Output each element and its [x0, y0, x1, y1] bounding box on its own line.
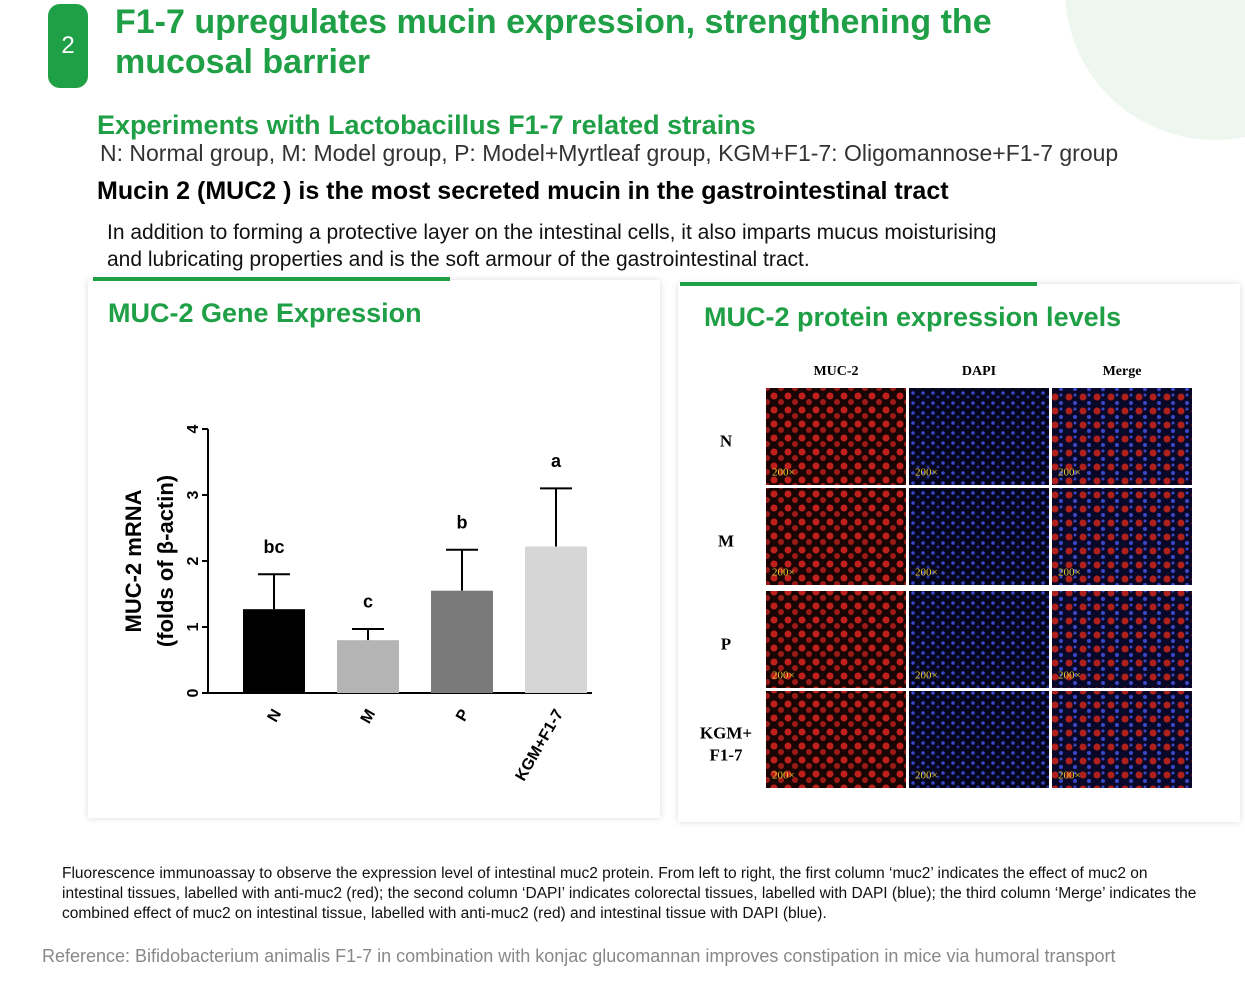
micrograph	[766, 691, 906, 788]
bar	[431, 590, 493, 693]
y-tick-label: 3	[185, 490, 202, 499]
divider	[93, 277, 450, 281]
divider	[680, 282, 1037, 286]
badge: 2	[48, 4, 88, 88]
micrograph	[1052, 388, 1192, 485]
x-tick-label: N	[265, 707, 286, 726]
magnification-label: 200×	[1058, 670, 1081, 682]
y-tick-label: 1	[185, 622, 202, 631]
micrograph	[766, 591, 906, 688]
y-axis-label: (folds of β-actin)	[153, 475, 178, 647]
paragraph: In addition to forming a protective laye…	[107, 221, 997, 271]
micrograph	[909, 388, 1049, 485]
column-label: MUC-2	[813, 364, 858, 379]
x-tick-label: P	[453, 706, 473, 724]
x-tick-label: KGM+F1-7	[513, 707, 568, 785]
magnification-label: 200×	[915, 467, 938, 479]
row-label: M	[718, 531, 734, 550]
magnification-label: 200×	[915, 670, 938, 682]
significance-label: a	[551, 451, 562, 471]
magnification-label: 200×	[772, 567, 795, 579]
groups: N: Normal group, M: Model group, P: Mode…	[100, 140, 1119, 166]
y-axis-label: MUC-2 mRNA	[121, 489, 146, 632]
magnification-label: 200×	[915, 567, 938, 579]
reference: Reference: Bifidobacterium animalis F1-7…	[42, 946, 1116, 966]
micrograph	[1052, 691, 1192, 788]
title: F1-7 upregulates mucin expression, stren…	[115, 3, 992, 81]
row-label: KGM+	[700, 723, 752, 742]
micrograph	[909, 591, 1049, 688]
caption: Fluorescence immunoassay to observe the …	[62, 865, 1197, 922]
bar	[337, 640, 399, 693]
micrograph	[909, 488, 1049, 585]
magnification-label: 200×	[772, 670, 795, 682]
micrograph	[766, 388, 906, 485]
heading: Mucin 2 (MUC2 ) is the most secreted muc…	[97, 177, 949, 205]
chart-title: MUC-2 Gene Expression	[108, 298, 422, 328]
micrograph	[1052, 488, 1192, 585]
y-tick-label: 0	[185, 688, 202, 697]
subtitle: Experiments with Lactobacillus F1-7 rela…	[97, 110, 756, 140]
y-tick-label: 2	[185, 556, 202, 565]
micrograph	[909, 691, 1049, 788]
micrograph	[766, 488, 906, 585]
bar	[525, 546, 587, 693]
row-label: P	[721, 634, 731, 653]
magnification-label: 200×	[1058, 770, 1081, 782]
significance-label: bc	[263, 537, 284, 557]
x-tick-label: M	[358, 707, 379, 727]
magnification-label: 200×	[915, 770, 938, 782]
y-tick-label: 4	[185, 424, 202, 433]
column-label: DAPI	[962, 364, 996, 379]
significance-label: b	[457, 513, 468, 533]
significance-label: c	[363, 592, 373, 612]
bar	[243, 609, 305, 693]
row-label: N	[720, 431, 733, 450]
magnification-label: 200×	[1058, 567, 1081, 579]
panel-title: MUC-2 protein expression levels	[704, 302, 1122, 332]
row-label: F1-7	[709, 745, 743, 764]
micrograph	[1052, 591, 1192, 688]
magnification-label: 200×	[772, 770, 795, 782]
magnification-label: 200×	[772, 467, 795, 479]
column-label: Merge	[1103, 364, 1142, 379]
magnification-label: 200×	[1058, 467, 1081, 479]
